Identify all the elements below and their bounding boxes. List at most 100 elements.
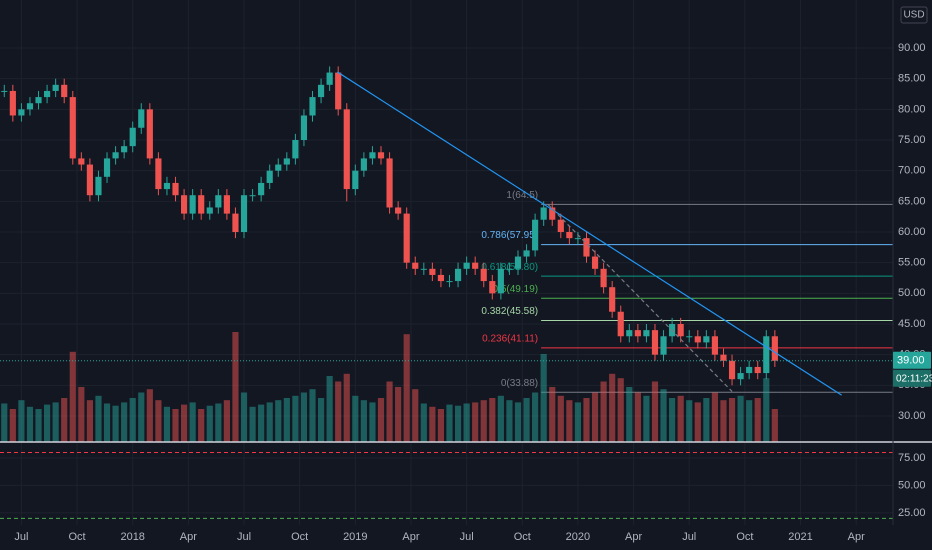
y-tick-label: 30.00 xyxy=(898,410,926,422)
y-tick-label: 65.00 xyxy=(898,195,926,207)
candle-body xyxy=(326,72,333,85)
candle-body xyxy=(360,158,367,171)
candle-body xyxy=(121,146,128,153)
fib-label: 0.5(49.19) xyxy=(493,284,539,295)
dashed-line xyxy=(547,203,733,392)
candle-body xyxy=(18,109,25,116)
volume-bar xyxy=(129,398,136,442)
volume-bar xyxy=(386,381,393,442)
candle-body xyxy=(660,336,667,355)
currency-box[interactable] xyxy=(900,6,928,24)
candle-body xyxy=(643,330,650,337)
candle-body xyxy=(472,262,479,269)
x-tick-label: Apr xyxy=(180,531,197,543)
y-tick-label: 75.00 xyxy=(898,452,926,464)
volume-bar xyxy=(463,403,470,442)
candle-body xyxy=(44,90,51,98)
candle-body xyxy=(754,366,761,374)
candle-body xyxy=(771,336,778,361)
volume-bar xyxy=(240,392,248,442)
volume-bar xyxy=(335,381,342,442)
candle-body xyxy=(617,311,624,337)
candle-body xyxy=(69,97,76,159)
candle-body xyxy=(112,152,119,159)
candle-body xyxy=(694,336,701,343)
candle-body xyxy=(180,195,188,214)
candle-body xyxy=(651,330,659,355)
candle-body xyxy=(711,336,718,355)
volume-bar xyxy=(360,400,367,442)
x-tick-label: 2021 xyxy=(788,531,812,543)
volume-bar xyxy=(1,403,8,442)
x-tick-label: Apr xyxy=(625,531,642,543)
candle-body xyxy=(746,366,753,374)
volume-bar xyxy=(215,403,222,442)
candle-body xyxy=(163,182,171,190)
candle-body xyxy=(155,158,162,190)
candle-body xyxy=(600,268,607,288)
volume-bar xyxy=(497,395,504,442)
x-tick-label: Jul xyxy=(682,531,696,543)
volume-bar xyxy=(52,402,59,442)
candle-body xyxy=(677,324,684,337)
volume-bar xyxy=(472,402,479,442)
volume-bar xyxy=(249,406,256,442)
candle-body xyxy=(523,250,530,257)
candle-body xyxy=(480,268,487,282)
candle-body xyxy=(728,360,736,380)
volume-bar xyxy=(660,389,667,442)
volume-bar xyxy=(514,402,522,442)
x-tick-label: Oct xyxy=(68,531,85,543)
volume-bar xyxy=(540,354,547,442)
candle-body xyxy=(429,268,436,275)
volume-bar xyxy=(532,392,539,442)
volume-bar xyxy=(694,402,701,442)
y-tick-label: 85.00 xyxy=(898,73,926,85)
last-price-box xyxy=(893,351,931,369)
x-tick-label: 2019 xyxy=(343,531,367,543)
candle-body xyxy=(309,97,316,116)
volume-bar xyxy=(9,409,16,442)
volume-bar xyxy=(711,392,718,442)
candle-body xyxy=(266,170,273,183)
candle-body xyxy=(437,274,445,282)
y-tick-label: 60.00 xyxy=(898,226,926,238)
volume-bar xyxy=(69,351,76,442)
candle-body xyxy=(369,152,376,159)
volume-bar xyxy=(189,402,196,442)
x-tick-label: Jul xyxy=(237,531,251,543)
fib-label: 1(64.5) xyxy=(506,190,538,201)
volume-bar xyxy=(232,332,239,442)
y-tick-label: 45.00 xyxy=(898,318,926,330)
candle-body xyxy=(557,219,564,233)
volume-bar xyxy=(292,395,299,442)
x-tick-label: 2018 xyxy=(120,531,144,543)
volume-bar xyxy=(412,389,419,442)
x-tick-label: Oct xyxy=(514,531,531,543)
volume-bar xyxy=(352,395,359,442)
fib-label: 0.236(41.11) xyxy=(482,334,538,345)
volume-bar xyxy=(283,398,290,442)
fib-label: 0.382(45.58) xyxy=(481,306,538,317)
y-tick-label: 50.00 xyxy=(898,479,926,491)
candle-body xyxy=(232,213,239,233)
volume-bar xyxy=(480,400,487,442)
fib-label: 0(33.88) xyxy=(501,378,538,389)
candle-body xyxy=(52,84,59,91)
x-tick-label: Oct xyxy=(291,531,308,543)
candle-body xyxy=(249,195,256,197)
candle-body xyxy=(703,336,710,343)
candle-body xyxy=(626,330,633,337)
volume-bar xyxy=(103,403,111,442)
y-tick-label: 90.00 xyxy=(898,42,926,54)
candle-body xyxy=(403,213,410,263)
candle-body xyxy=(240,195,248,233)
volume-bar xyxy=(18,400,25,442)
volume-bar xyxy=(746,400,753,442)
candle-body xyxy=(129,127,136,147)
volume-bar xyxy=(617,378,624,442)
volume-bar xyxy=(429,406,436,442)
candle-body xyxy=(377,152,385,159)
